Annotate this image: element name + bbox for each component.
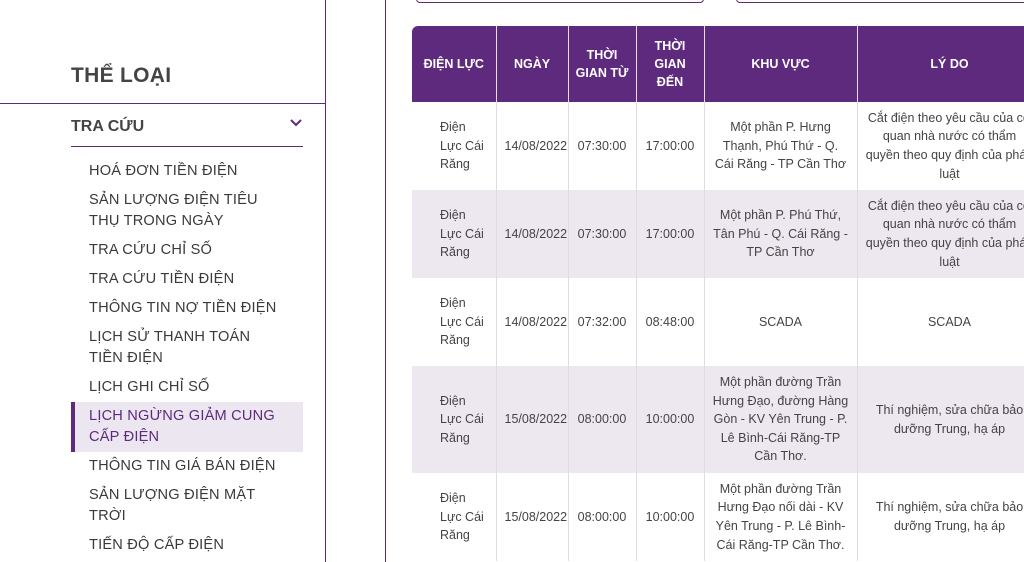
cell-time-from: 07:32:00 — [568, 278, 637, 366]
content-divider — [385, 0, 386, 562]
category-title: THỂ LOẠI — [71, 64, 172, 87]
table-row: Điện Lực Cái Răng 15/08/2022 08:00:00 10:00… — [412, 473, 1024, 561]
cell-area: SCADA — [704, 278, 858, 366]
cell-unit: Điện Lực Cái Răng — [412, 278, 497, 366]
col-header-time-from: THỜI GIAN TỪ — [568, 26, 637, 102]
col-header-reason: LÝ DO — [857, 26, 1024, 102]
cell-time-to: 10:00:00 — [636, 473, 705, 561]
sidebar-item[interactable]: LỊCH NGỪNG GIẢM CUNG CẤP ĐIỆN — [71, 402, 303, 452]
cell-date: 14/08/2022 — [496, 190, 569, 278]
cell-unit: Điện Lực Cái Răng — [412, 102, 497, 190]
col-header-unit: ĐIỆN LỰC — [412, 26, 497, 102]
table-row: Điện Lực Cái Răng 14/08/2022 07:30:00 17:00… — [412, 102, 1024, 190]
sidebar-item[interactable]: THÔNG TIN GIÁ BÁN ĐIỆN — [89, 458, 276, 474]
top-select-right[interactable] — [736, 0, 1024, 3]
table-row: Điện Lực Cái Răng 15/08/2022 08:00:00 10:00… — [412, 366, 1024, 473]
cell-area: Một phần đường Trần Hưng Đạo, đường Hàng… — [704, 366, 858, 473]
sidebar-item[interactable]: SẢN LƯỢNG ĐIỆN TIÊU THỤ TRONG NGÀY — [89, 192, 258, 229]
col-header-area: KHU VỰC — [704, 26, 858, 102]
cell-time-from: 07:30:00 — [568, 190, 637, 278]
outage-schedule-table-wrap: ĐIỆN LỰC NGÀY THỜI GIAN TỪ THỜI GIAN ĐẾN… — [412, 26, 1024, 561]
table-row: Điện Lực Cái Răng 14/08/2022 07:30:00 17:00… — [412, 190, 1024, 278]
cell-time-from: 08:00:00 — [568, 473, 637, 561]
sidebar-item[interactable]: THÔNG TIN NỢ TIỀN ĐIỆN — [89, 300, 277, 316]
lookup-menu: HOÁ ĐƠN TIỀN ĐIỆN SẢN LƯỢNG ĐIỆN TIÊU THỤ… — [71, 157, 303, 560]
category-divider — [0, 103, 325, 104]
sidebar-divider — [325, 0, 326, 562]
cell-reason: Cắt điện theo yêu cầu của cơ quan nhà nư… — [857, 190, 1024, 278]
cell-time-from: 08:00:00 — [568, 366, 637, 473]
cell-unit: Điện Lực Cái Răng — [412, 366, 497, 473]
top-select-left[interactable] — [416, 0, 704, 3]
table-header-row: ĐIỆN LỰC NGÀY THỜI GIAN TỪ THỜI GIAN ĐẾN… — [412, 26, 1024, 102]
cell-date: 14/08/2022 — [496, 278, 569, 366]
cell-reason: SCADA — [857, 278, 1024, 366]
lookup-label: TRA CỨU — [71, 118, 145, 135]
cell-area: Một phần P. Hưng Thạnh, Phú Thứ - Q. Cái… — [704, 102, 858, 190]
cell-time-from: 07:30:00 — [568, 102, 637, 190]
cell-time-to: 17:00:00 — [636, 190, 705, 278]
cell-reason: Thí nghiệm, sửa chữa bảo dưỡng Trung, hạ… — [857, 473, 1024, 561]
table-row: Điện Lực Cái Răng 14/08/2022 07:32:00 08:48… — [412, 278, 1024, 366]
chevron-down-icon — [290, 119, 302, 127]
sidebar-item[interactable]: SẢN LƯỢNG ĐIỆN MẶT TRỜI — [89, 487, 256, 524]
cell-area: Một phần P. Phú Thứ, Tân Phú - Q. Cái Ră… — [704, 190, 858, 278]
lookup-toggle[interactable]: TRA CỨU — [71, 108, 303, 147]
sidebar-item[interactable]: LỊCH SỬ THANH TOÁN TIỀN ĐIỆN — [89, 329, 251, 366]
col-header-date: NGÀY — [496, 26, 569, 102]
cell-unit: Điện Lực Cái Răng — [412, 473, 497, 561]
col-header-time-to: THỜI GIAN ĐẾN — [636, 26, 705, 102]
cell-date: 15/08/2022 — [496, 473, 569, 561]
cell-area: Một phần đường Trần Hưng Đạo nối dài - K… — [704, 473, 858, 561]
cell-date: 14/08/2022 — [496, 102, 569, 190]
cell-reason: Cắt điện theo yêu cầu của cơ quan nhà nư… — [857, 102, 1024, 190]
sidebar-item[interactable]: LỊCH GHI CHỈ SỐ — [89, 379, 210, 395]
cell-unit: Điện Lực Cái Răng — [412, 190, 497, 278]
sidebar-item[interactable]: TRA CỨU CHỈ SỐ — [89, 242, 213, 258]
outage-schedule-table: ĐIỆN LỰC NGÀY THỜI GIAN TỪ THỜI GIAN ĐẾN… — [412, 26, 1024, 561]
sidebar: THỂ LOẠI TRA CỨU HOÁ ĐƠN TIỀN ĐIỆN SẢN LƯ… — [0, 0, 325, 562]
sidebar-item[interactable]: HOÁ ĐƠN TIỀN ĐIỆN — [89, 163, 238, 179]
cell-time-to: 10:00:00 — [636, 366, 705, 473]
cell-time-to: 17:00:00 — [636, 102, 705, 190]
cell-reason: Thí nghiệm, sửa chữa bảo dưỡng Trung, hạ… — [857, 366, 1024, 473]
cell-time-to: 08:48:00 — [636, 278, 705, 366]
cell-date: 15/08/2022 — [496, 366, 569, 473]
sidebar-item[interactable]: TIẾN ĐỘ CẤP ĐIỆN — [89, 537, 225, 553]
sidebar-item[interactable]: TRA CỨU TIỀN ĐIỆN — [89, 271, 235, 287]
